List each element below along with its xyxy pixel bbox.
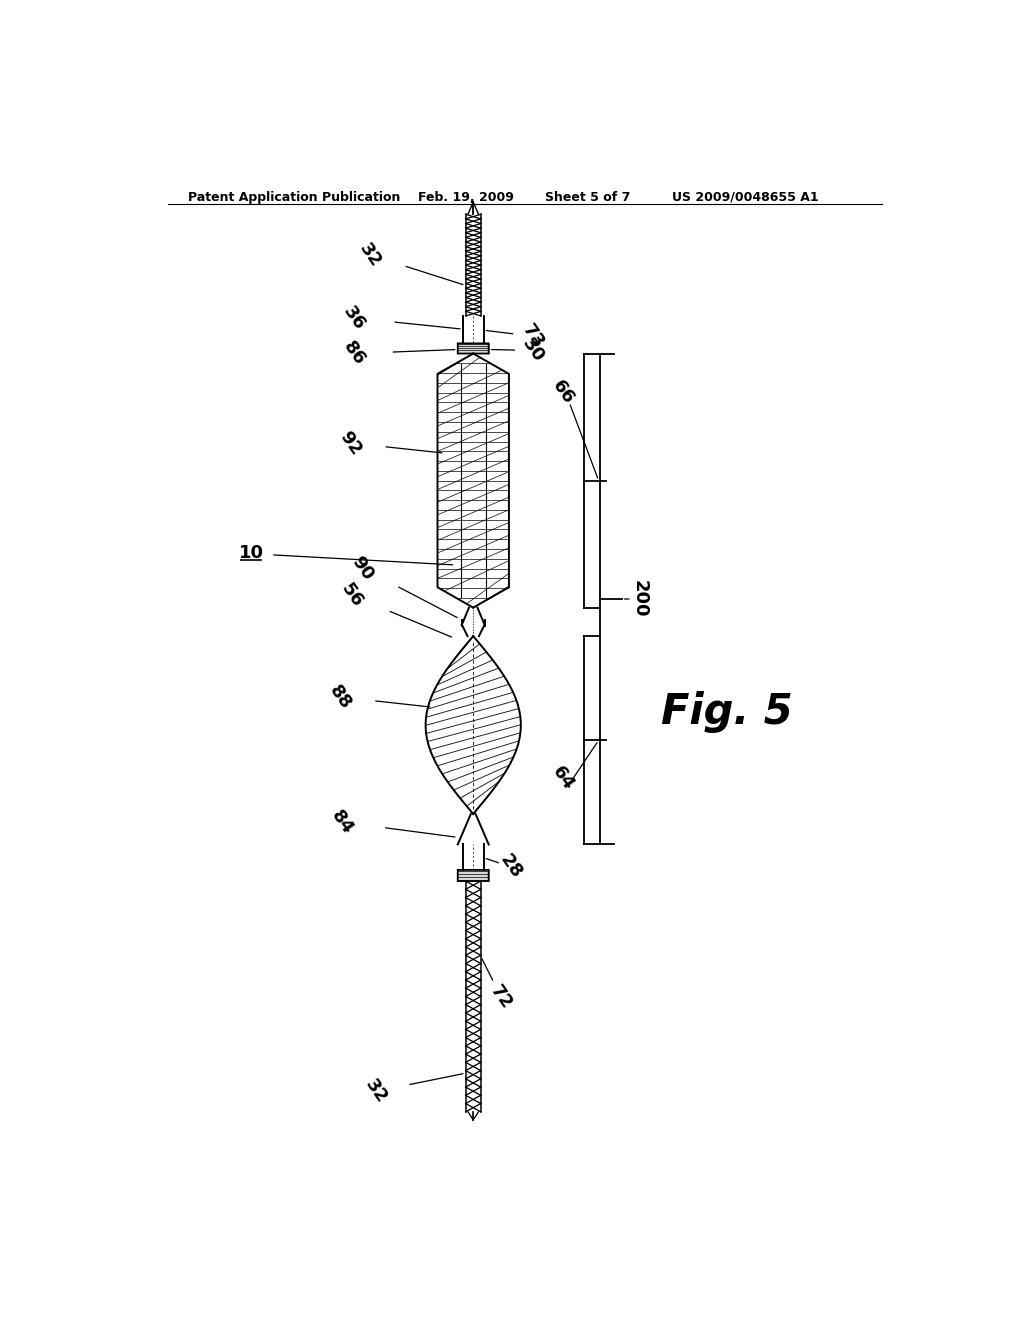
FancyBboxPatch shape xyxy=(458,343,488,354)
Text: 56: 56 xyxy=(337,579,367,611)
Text: 88: 88 xyxy=(326,681,355,713)
Text: Sheet 5 of 7: Sheet 5 of 7 xyxy=(545,191,630,203)
Text: 36: 36 xyxy=(340,302,369,334)
Text: 32: 32 xyxy=(355,239,385,271)
Text: 64: 64 xyxy=(548,763,578,793)
Text: 200: 200 xyxy=(631,581,649,618)
Text: US 2009/0048655 A1: US 2009/0048655 A1 xyxy=(672,191,818,203)
Text: Feb. 19, 2009: Feb. 19, 2009 xyxy=(418,191,514,203)
Text: 84: 84 xyxy=(328,807,356,838)
Text: Fig. 5: Fig. 5 xyxy=(662,692,793,734)
Text: 73: 73 xyxy=(518,321,547,351)
Text: 28: 28 xyxy=(496,851,525,882)
Text: 72: 72 xyxy=(486,982,515,1012)
Text: Patent Application Publication: Patent Application Publication xyxy=(187,191,400,203)
Text: 10: 10 xyxy=(239,544,263,562)
Text: 32: 32 xyxy=(361,1076,390,1107)
Text: 86: 86 xyxy=(340,338,369,370)
Text: 92: 92 xyxy=(336,428,365,458)
Text: 30: 30 xyxy=(518,335,547,366)
Text: 66: 66 xyxy=(548,376,578,408)
FancyBboxPatch shape xyxy=(458,870,488,880)
Text: 90: 90 xyxy=(347,553,377,583)
